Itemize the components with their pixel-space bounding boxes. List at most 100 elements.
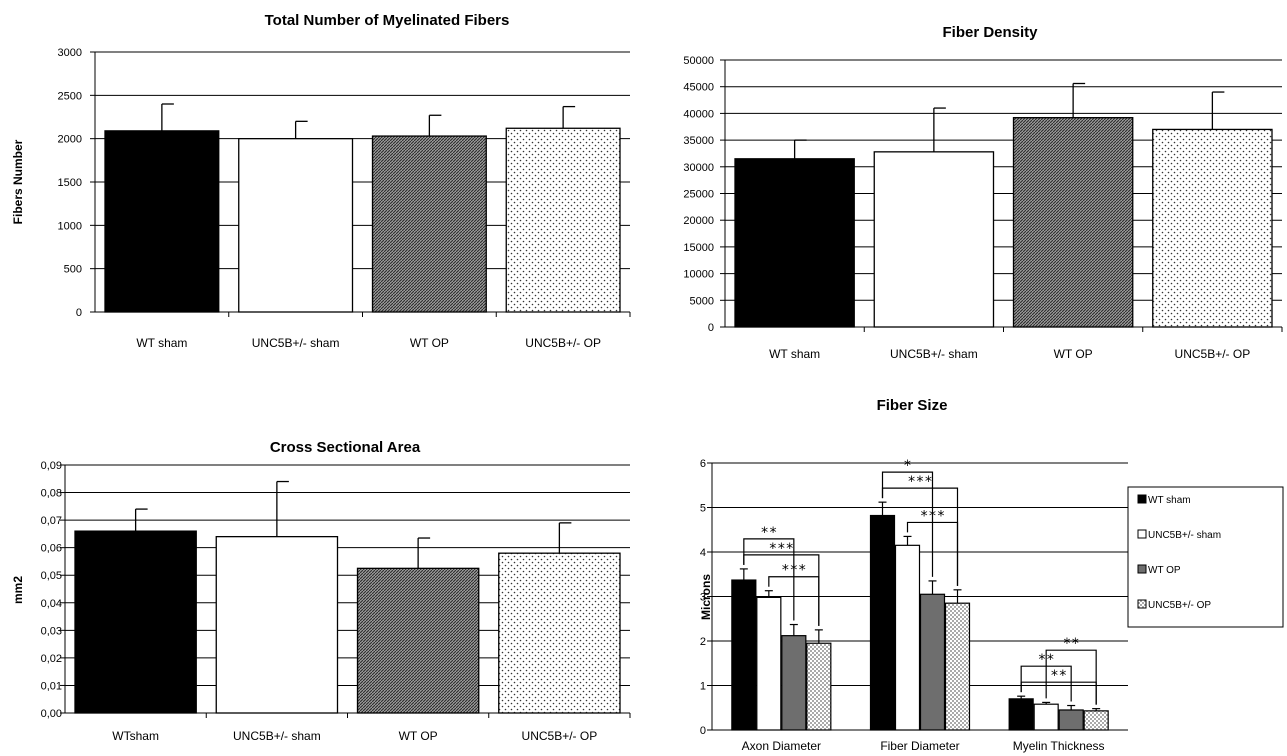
chart-4: Fiber Size 0 1 2 3 4 5 6 Microns Axon Diameter Fib… xyxy=(699,397,1284,753)
x-category-label: WT sham xyxy=(769,347,820,361)
legend-box xyxy=(1127,486,1284,628)
bar xyxy=(356,567,480,714)
y-tick-label: 6 xyxy=(700,458,706,470)
x-category-label: UNC5B+/- sham xyxy=(890,347,978,361)
bracket-line xyxy=(768,576,820,626)
significance-label: ** xyxy=(760,525,777,541)
bar xyxy=(806,642,832,731)
y-tick-label: 0,08 xyxy=(41,488,62,500)
y-tick-label: 0 xyxy=(700,725,706,737)
y-tick-label: 0,05 xyxy=(41,570,62,582)
bar xyxy=(734,158,855,328)
x-category-label: UNC5B+/- OP xyxy=(522,729,598,743)
x-category-label: WT OP xyxy=(410,336,449,350)
y-tick-label: 0,04 xyxy=(41,598,62,610)
bracket-line xyxy=(743,538,795,621)
y-tick-label: 1 xyxy=(700,681,706,693)
x-category-label: UNC5B+/- OP xyxy=(525,336,601,350)
chart-title: Cross Sectional Area xyxy=(270,439,421,456)
x-category-label: WT OP xyxy=(399,729,438,743)
significance-label: *** xyxy=(781,563,806,579)
y-tick-label: 35000 xyxy=(683,135,714,147)
bracket-line xyxy=(1045,649,1097,705)
legend-swatch xyxy=(1137,494,1147,504)
y-tick-label: 0,02 xyxy=(41,653,62,665)
y-axis-label: Microns xyxy=(699,574,713,620)
chart-title: Total Number of Myelinated Fibers xyxy=(265,12,510,29)
x-category-label: WT OP xyxy=(1054,347,1093,361)
y-tick-label: 1500 xyxy=(58,177,82,189)
bar xyxy=(1012,117,1134,328)
y-tick-label: 0,06 xyxy=(41,543,62,555)
significance-bracket: ** xyxy=(1045,636,1097,705)
y-tick-label: 0,09 xyxy=(41,460,62,472)
y-axis-label: mm2 xyxy=(11,576,25,604)
y-tick-label: 0,01 xyxy=(41,680,62,692)
y-tick-label: 2 xyxy=(700,636,706,648)
y-tick-label: 1000 xyxy=(58,220,82,232)
bar xyxy=(919,593,946,731)
bar xyxy=(1033,703,1059,731)
chart-title: Fiber Density xyxy=(942,24,1038,41)
bar xyxy=(238,138,354,313)
bar xyxy=(944,602,971,731)
x-category-label: UNC5B+/- sham xyxy=(233,729,321,743)
significance-label: *** xyxy=(907,474,932,490)
y-tick-label: 5000 xyxy=(690,295,714,307)
significance-bracket: *** xyxy=(906,508,959,586)
bar xyxy=(371,135,487,313)
x-category-label: WT sham xyxy=(136,336,187,350)
bar xyxy=(756,596,782,731)
bar xyxy=(498,552,621,714)
bar xyxy=(104,130,220,313)
significance-label: *** xyxy=(920,508,945,524)
legend-entry: WT OP xyxy=(1148,565,1181,576)
y-tick-label: 0,00 xyxy=(41,708,62,720)
chart-1: Total Number of Myelinated Fibers 0 500 100… xyxy=(11,12,631,350)
y-tick-label: 30000 xyxy=(683,162,714,174)
significance-label: ** xyxy=(1063,636,1080,652)
y-tick-label: 45000 xyxy=(683,82,714,94)
significance-bracket: ** xyxy=(743,525,795,621)
y-axis-label: Fibers Number xyxy=(11,139,25,224)
bar xyxy=(873,151,995,328)
bar xyxy=(869,514,896,731)
y-tick-label: 5 xyxy=(700,503,706,515)
legend-entry: UNC5B+/- OP xyxy=(1148,600,1211,611)
bar xyxy=(1058,709,1084,731)
x-category-label: Axon Diameter xyxy=(742,739,821,753)
x-category-label: WTsham xyxy=(112,729,159,743)
significance-bracket: *** xyxy=(768,563,820,626)
x-category-label: UNC5B+/- sham xyxy=(252,336,340,350)
bracket-line xyxy=(881,471,934,577)
bar xyxy=(1083,710,1109,731)
bar xyxy=(894,544,921,731)
bar xyxy=(1008,698,1034,731)
chart-title: Fiber Size xyxy=(877,397,948,414)
y-tick-label: 2000 xyxy=(58,134,82,146)
legend-swatch xyxy=(1137,599,1147,609)
bar xyxy=(74,530,197,714)
y-tick-label: 3 xyxy=(700,592,706,604)
y-tick-label: 0 xyxy=(76,307,82,319)
y-tick-label: 40000 xyxy=(683,108,714,120)
y-tick-label: 15000 xyxy=(683,242,714,254)
legend-swatch xyxy=(1137,564,1147,574)
chart-2: Fiber Density 0 5000 10000 15000 20000 25000 30… xyxy=(683,24,1283,361)
y-tick-label: 4 xyxy=(700,547,706,559)
legend-entry: WT sham xyxy=(1148,495,1191,506)
x-category-label: Fiber Diameter xyxy=(880,739,959,753)
y-tick-label: 20000 xyxy=(683,215,714,227)
y-tick-label: 25000 xyxy=(683,189,714,201)
y-tick-label: 500 xyxy=(64,264,82,276)
y-tick-label: 0,07 xyxy=(41,515,62,527)
bar xyxy=(731,579,757,731)
y-tick-label: 0,03 xyxy=(41,625,62,637)
y-tick-label: 0 xyxy=(708,322,714,334)
y-tick-label: 2500 xyxy=(58,90,82,102)
bar xyxy=(781,635,807,731)
bar xyxy=(215,535,339,714)
legend-swatch xyxy=(1137,529,1147,539)
significance-bracket: * xyxy=(881,458,934,577)
